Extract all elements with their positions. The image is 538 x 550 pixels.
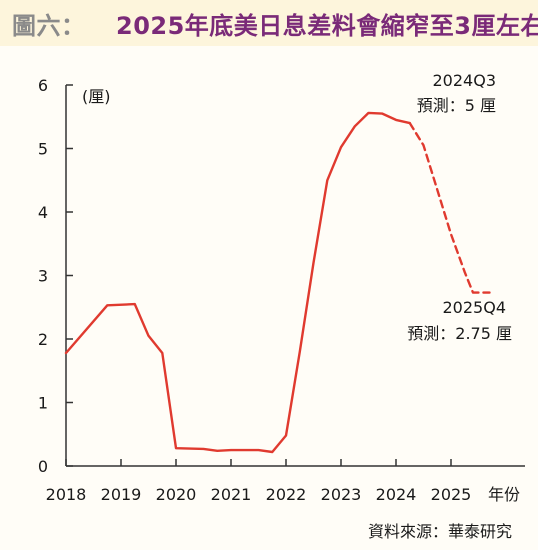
- x-tick-label: 2018: [46, 485, 87, 504]
- x-tick-label: 2025: [431, 485, 472, 504]
- forecast-line: [408, 121, 491, 294]
- chart-title: 2025年底美日息差料會縮窄至3厘左右: [116, 12, 538, 40]
- figure-number: 圖六：: [12, 12, 86, 40]
- x-tick-label: 2021: [211, 485, 252, 504]
- tick-labels: 0 1 2 3 4 5 6 2018 2019 2020 2021 2022 2023 2024 2025: [38, 76, 472, 504]
- y-tick-label: 6: [38, 76, 48, 95]
- annotation-2024q3-forecast: 預測：5 厘: [417, 96, 496, 115]
- y-tick-label: 5: [38, 140, 48, 159]
- y-axis-unit-label: (厘): [82, 87, 111, 106]
- x-tick-label: 2019: [101, 485, 142, 504]
- x-tick-label: 2020: [156, 485, 197, 504]
- x-tick-label: 2024: [376, 485, 417, 504]
- y-tick-label: 3: [38, 267, 48, 286]
- y-tick-label: 1: [38, 394, 48, 413]
- annotation-2025q4-title: 2025Q4: [443, 298, 507, 317]
- series-lines: [64, 111, 491, 454]
- annotation-2024q3-title: 2024Q3: [433, 71, 497, 90]
- y-tick-label: 4: [38, 203, 48, 222]
- x-tick-label: 2023: [321, 485, 362, 504]
- annotation-2025q4-forecast: 預測：2.75 厘: [407, 324, 512, 343]
- axes: [65, 84, 525, 467]
- actual-line: [64, 111, 411, 454]
- y-tick-label: 0: [38, 457, 48, 476]
- x-axis-label: 年份: [488, 485, 520, 504]
- y-tick-label: 2: [38, 330, 48, 349]
- source-note: 資料來源：華泰研究: [367, 522, 512, 541]
- x-tick-label: 2022: [266, 485, 307, 504]
